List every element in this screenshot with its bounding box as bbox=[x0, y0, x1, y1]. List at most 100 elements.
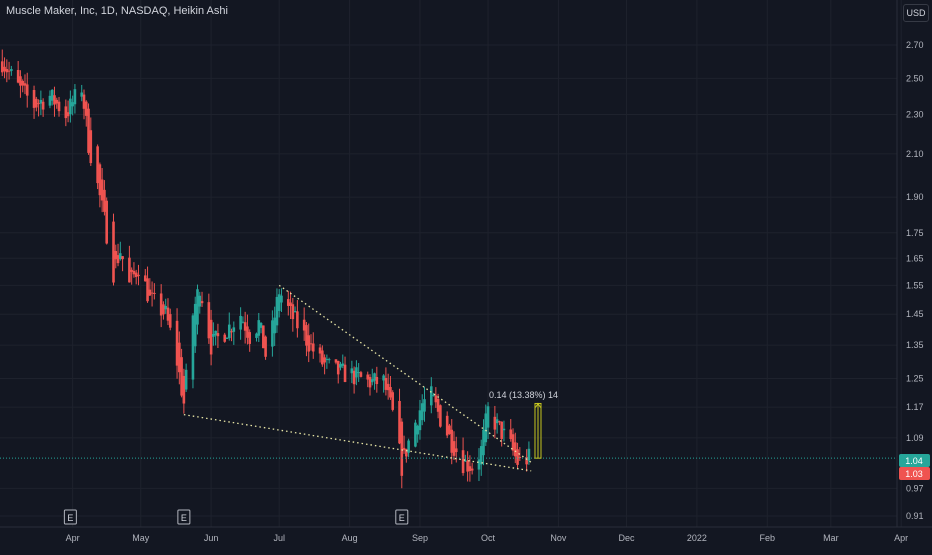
candle-body bbox=[96, 146, 99, 184]
candle-body bbox=[423, 399, 426, 412]
candle-body bbox=[216, 333, 220, 337]
candle-body bbox=[382, 375, 385, 381]
x-tick-label: Apr bbox=[894, 533, 908, 543]
y-tick-label: 0.91 bbox=[906, 511, 924, 521]
candle-body bbox=[80, 92, 84, 97]
candle-body bbox=[352, 370, 356, 385]
candle-body bbox=[7, 70, 11, 72]
candle-body bbox=[273, 317, 276, 334]
earnings-marker[interactable] bbox=[63, 509, 77, 525]
candle-body bbox=[341, 363, 345, 366]
candle-body bbox=[241, 321, 245, 323]
trendlines[interactable] bbox=[183, 284, 532, 472]
candle-body bbox=[305, 325, 308, 346]
candle-body bbox=[48, 95, 52, 106]
candle-body bbox=[432, 395, 435, 397]
candle-body bbox=[339, 364, 342, 368]
candle-body bbox=[286, 299, 290, 306]
candle-body bbox=[225, 338, 229, 340]
candle-body bbox=[66, 112, 70, 117]
candle-body bbox=[271, 320, 274, 347]
candle-body bbox=[527, 448, 531, 461]
symbol-title: Muscle Maker, Inc, 1D, NASDAQ, Heikin As… bbox=[6, 5, 228, 17]
candle-body bbox=[430, 386, 433, 406]
candle-body bbox=[39, 99, 43, 104]
y-tick-label: 1.90 bbox=[906, 192, 924, 202]
candle-body bbox=[248, 332, 251, 344]
candle-body bbox=[162, 304, 165, 315]
trendline[interactable] bbox=[183, 413, 532, 472]
candle-body bbox=[509, 429, 513, 440]
candle-body bbox=[137, 274, 140, 277]
candle-body bbox=[166, 307, 170, 321]
candle-body bbox=[343, 364, 347, 382]
candle-body bbox=[184, 369, 188, 390]
candle-body bbox=[255, 333, 258, 338]
measure-label: 0.14 (13.38%) 14 bbox=[489, 390, 558, 400]
y-tick-label: 2.70 bbox=[906, 40, 924, 50]
candle-body bbox=[227, 324, 231, 339]
candle-body bbox=[495, 419, 499, 424]
candle-body bbox=[212, 333, 215, 337]
candle-body bbox=[439, 405, 442, 427]
candle-body bbox=[359, 372, 363, 377]
candle-body bbox=[325, 358, 329, 360]
trendline[interactable] bbox=[278, 284, 532, 463]
candle-body bbox=[153, 292, 156, 294]
candle-body bbox=[146, 278, 149, 302]
y-tick-label: 1.35 bbox=[906, 340, 924, 350]
candle-body bbox=[132, 270, 136, 275]
candle-body bbox=[511, 434, 515, 451]
y-tick-label: 1.45 bbox=[906, 309, 924, 319]
candle-body bbox=[500, 421, 503, 439]
earnings-marker[interactable] bbox=[395, 509, 409, 525]
candle-body bbox=[3, 66, 6, 72]
price-tags: 1.04 1.03 bbox=[899, 454, 930, 480]
candle-body bbox=[178, 342, 181, 373]
candle-body bbox=[128, 257, 131, 283]
y-tick-label: 2.50 bbox=[906, 73, 924, 83]
candle-body bbox=[223, 334, 227, 342]
candle-body bbox=[232, 327, 236, 332]
time-axis[interactable]: Apr May Jun Jul Aug Sep Oct Nov Dec 2022 Feb Mar Apr bbox=[66, 533, 909, 543]
candle-body bbox=[321, 350, 324, 365]
candle-body bbox=[55, 99, 59, 104]
candle-body bbox=[486, 406, 490, 428]
y-tick-label: 2.30 bbox=[906, 109, 924, 119]
x-tick-label: Aug bbox=[342, 533, 358, 543]
candle-body bbox=[10, 69, 13, 71]
candle-body bbox=[513, 442, 517, 457]
candle-body bbox=[418, 410, 422, 431]
candle-body bbox=[207, 302, 211, 339]
candle-body bbox=[119, 253, 122, 260]
candle-body bbox=[293, 311, 297, 313]
candle-body bbox=[468, 466, 472, 471]
price-axis[interactable]: 2.70 2.50 2.30 2.10 1.90 1.75 1.65 1.55 1.45 1.35… bbox=[906, 40, 924, 521]
candle-body bbox=[57, 101, 61, 112]
currency-button[interactable]: USD bbox=[903, 4, 929, 22]
candle-body bbox=[23, 83, 27, 86]
candle-body bbox=[168, 314, 172, 328]
x-tick-label: Jul bbox=[273, 533, 285, 543]
candle-body bbox=[259, 323, 263, 328]
candle-body bbox=[280, 295, 283, 303]
candle-body bbox=[150, 292, 154, 294]
price-range-measure[interactable] bbox=[534, 402, 542, 459]
candle-body bbox=[518, 457, 522, 459]
candle-body bbox=[407, 440, 410, 453]
candle-body bbox=[389, 387, 392, 398]
candle-body bbox=[398, 400, 401, 444]
earnings-marker[interactable] bbox=[177, 509, 191, 525]
x-tick-label: Sep bbox=[412, 533, 428, 543]
candle-body bbox=[35, 98, 38, 108]
y-tick-label: 1.75 bbox=[906, 228, 924, 238]
grid bbox=[0, 0, 902, 527]
candles bbox=[0, 49, 531, 489]
y-tick-label: 1.55 bbox=[906, 280, 924, 290]
candle-body bbox=[391, 392, 395, 410]
candle-body bbox=[164, 305, 168, 310]
